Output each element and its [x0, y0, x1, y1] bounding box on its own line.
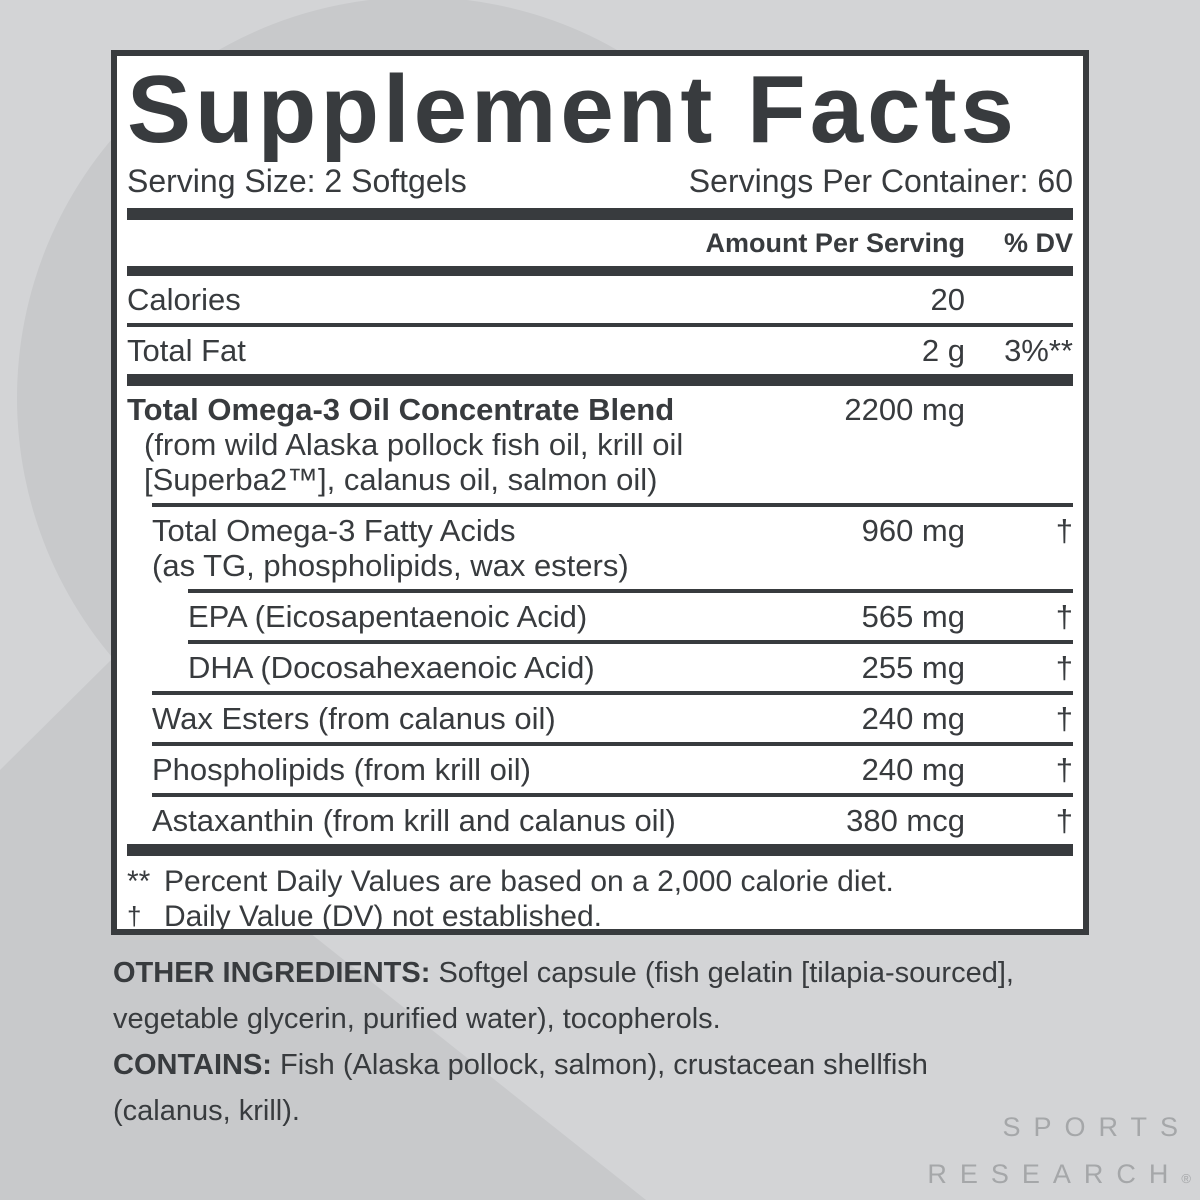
row-divider: [127, 323, 1073, 327]
table-row: Total Fat 2 g 3%**: [127, 327, 1073, 374]
nutrient-name: Phospholipids (from krill oil): [152, 752, 532, 787]
row-divider: [152, 691, 1073, 695]
serving-info-row: Serving Size: 2 Softgels Servings Per Co…: [127, 162, 1073, 200]
nutrient-name: Astaxanthin (from krill and calanus oil): [152, 803, 676, 838]
table-row: Calories 20: [127, 276, 1073, 323]
row-divider: [127, 374, 1073, 386]
table-row: Total Omega-3 Fatty Acids (as TG, phospho…: [127, 507, 1073, 589]
panel-title: Supplement Facts: [127, 56, 1018, 163]
serving-size: Serving Size: 2 Softgels: [127, 163, 467, 199]
amount-value: 240 mg: [861, 701, 965, 736]
table-row: Total Omega-3 Oil Concentrate Blend (from…: [127, 386, 1073, 503]
row-divider: [152, 742, 1073, 746]
amount-value: 240 mg: [861, 752, 965, 787]
nutrient-name: EPA (Eicosapentaenoic Acid): [188, 599, 588, 634]
table-row: Wax Esters (from calanus oil) 240 mg †: [127, 695, 1073, 742]
footnote-symbol: †: [127, 901, 142, 931]
amount-value: 20: [930, 282, 965, 317]
table-row: Astaxanthin (from krill and calanus oil)…: [127, 797, 1073, 844]
divider-thick: [127, 844, 1073, 856]
dv-value: †: [1055, 650, 1073, 685]
other-ingredients: OTHER INGREDIENTS: Softgel capsule (fish…: [113, 950, 1053, 1042]
other-ingredients-label: OTHER INGREDIENTS:: [113, 957, 431, 989]
supplement-facts-panel: Supplement Facts Serving Size: 2 Softgel…: [111, 50, 1089, 935]
nutrient-name: Total Fat: [127, 333, 246, 368]
nutrient-name: DHA (Docosahexaenoic Acid): [188, 650, 595, 685]
servings-per-container: Servings Per Container: 60: [688, 163, 1073, 199]
table-row: EPA (Eicosapentaenoic Acid) 565 mg †: [127, 593, 1073, 640]
row-divider: [152, 793, 1073, 797]
percent-dv-header: % DV: [1003, 228, 1073, 258]
nutrient-name: Wax Esters (from calanus oil): [152, 701, 556, 736]
other-ingredients-text: Softgel capsule (fish gelatin [tilapia-s…: [113, 957, 1014, 1035]
contains-label: CONTAINS:: [113, 1049, 272, 1081]
nutrient-rows: Calories 20 Total Fat 2 g 3%** Total Omega-3 …: [127, 276, 1073, 844]
dv-value: 3%**: [1004, 333, 1073, 368]
table-row: Phospholipids (from krill oil) 240 mg †: [127, 746, 1073, 793]
footnote: † Daily Value (DV) not established.: [127, 899, 1073, 934]
dv-value: †: [1055, 513, 1073, 548]
amount-value: 960 mg: [861, 513, 965, 548]
nutrient-subtext: [Superba2™], calanus oil, salmon oil): [144, 462, 658, 497]
amount-value: 2200 mg: [844, 392, 965, 427]
divider-header: [127, 266, 1073, 276]
table-header-row: Amount Per Serving % DV: [127, 220, 1073, 266]
footnote-text: Daily Value (DV) not established.: [164, 900, 602, 933]
registered-trademark-icon: ®: [1181, 1171, 1191, 1186]
nutrient-name: Total Omega-3 Oil Concentrate Blend (from…: [127, 393, 765, 498]
contains-statement: CONTAINS: Fish (Alaska pollock, salmon),…: [113, 1042, 1053, 1134]
amount-value: 255 mg: [861, 650, 965, 685]
amount-value: 2 g: [921, 333, 965, 368]
logo-line-sports: SPORTS: [1002, 1112, 1191, 1142]
nutrient-name: Total Omega-3 Fatty Acids (as TG, phospho…: [127, 514, 765, 584]
sports-research-logo: SPORTS RESEARCH®: [927, 1104, 1191, 1200]
nutrient-name: Calories: [127, 282, 241, 317]
dv-value: †: [1055, 701, 1073, 736]
row-divider: [188, 589, 1073, 593]
table-row: DHA (Docosahexaenoic Acid) 255 mg †: [127, 644, 1073, 691]
amount-value: 565 mg: [861, 599, 965, 634]
dv-value: †: [1055, 752, 1073, 787]
footnote-symbol: **: [127, 865, 151, 898]
logo-line-research: RESEARCH®: [927, 1159, 1191, 1189]
footnotes: ** Percent Daily Values are based on a 2,…: [127, 864, 1073, 934]
nutrient-subtext: (as TG, phospholipids, wax esters): [152, 548, 629, 583]
divider-thick: [127, 208, 1073, 220]
row-divider: [152, 503, 1073, 507]
nutrient-subtext: (from wild Alaska pollock fish oil, kril…: [144, 427, 684, 462]
footnote-text: Percent Daily Values are based on a 2,00…: [164, 865, 894, 898]
contains-text: Fish (Alaska pollock, salmon), crustacea…: [113, 1049, 928, 1127]
row-divider: [188, 640, 1073, 644]
dv-value: †: [1055, 803, 1073, 838]
footnote: ** Percent Daily Values are based on a 2,…: [127, 864, 1073, 899]
amount-per-serving-header: Amount Per Serving: [705, 228, 965, 258]
dv-value: †: [1055, 599, 1073, 634]
amount-value: 380 mcg: [846, 803, 965, 838]
